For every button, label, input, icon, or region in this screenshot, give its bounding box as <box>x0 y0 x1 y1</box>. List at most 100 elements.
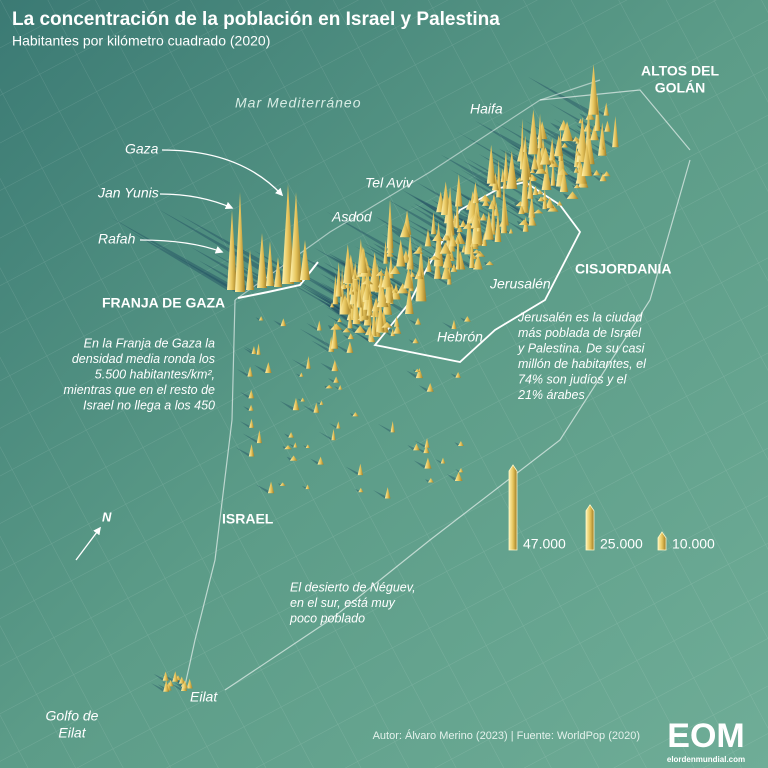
spike <box>531 153 539 170</box>
spike-shadow <box>373 263 394 274</box>
annotation: 5.500 habitantes/km², <box>95 367 215 381</box>
spike-shadow <box>508 144 548 165</box>
annotation: y Palestina. De su casi <box>517 341 646 355</box>
spike-shadow <box>450 373 461 378</box>
spike <box>469 238 475 269</box>
spike <box>351 285 359 292</box>
spike-shadow <box>433 246 475 269</box>
spike <box>346 341 354 353</box>
spike-shadow <box>423 235 456 252</box>
spike-shadow <box>342 334 354 340</box>
spike-shadow <box>377 423 395 433</box>
spike <box>473 253 483 270</box>
spike <box>528 109 539 155</box>
spike <box>265 362 272 374</box>
spike <box>502 150 509 181</box>
place-label: Hebrón <box>437 329 483 345</box>
spike <box>528 215 537 226</box>
spike <box>535 165 547 174</box>
spike <box>486 144 496 184</box>
spike <box>449 234 458 247</box>
spike <box>389 265 401 275</box>
spike <box>343 244 353 284</box>
spike <box>290 192 302 282</box>
density-spikes <box>162 64 619 692</box>
spike <box>393 316 400 327</box>
spike <box>590 125 599 141</box>
place-label: Eilat <box>58 725 86 741</box>
spike <box>247 366 253 377</box>
spike-shadow <box>593 123 611 132</box>
spike <box>480 213 487 221</box>
site: elordenmundial.com <box>667 755 745 764</box>
texts: La concentración de la población en Isra… <box>12 9 745 764</box>
spike <box>163 680 170 692</box>
spike <box>541 162 552 191</box>
spike <box>549 138 556 161</box>
legend-spike <box>508 464 518 551</box>
spike <box>391 288 398 293</box>
legend: 47.000 25.000 10.000 <box>508 464 715 552</box>
spike <box>354 325 366 333</box>
spike <box>375 270 386 276</box>
spike <box>474 250 486 257</box>
spike <box>313 402 320 413</box>
annotation: Jerusalén es la ciudad <box>517 310 643 324</box>
spike <box>458 468 464 473</box>
spike-shadow <box>325 306 361 325</box>
spike-shadow <box>562 193 579 199</box>
spike <box>186 678 193 689</box>
spike <box>556 200 563 206</box>
spike-shadow <box>308 290 364 322</box>
spike <box>341 282 347 290</box>
spike <box>454 471 463 481</box>
spike <box>559 169 569 192</box>
spike-shadow <box>162 681 174 687</box>
spike <box>385 285 393 303</box>
spike <box>592 169 601 176</box>
spike <box>500 181 507 234</box>
spike <box>456 223 461 270</box>
spike <box>347 310 353 329</box>
spike-shadow <box>283 433 294 438</box>
spike <box>292 397 300 411</box>
spike <box>445 186 455 236</box>
spike <box>248 389 255 399</box>
spike <box>417 263 423 276</box>
place-label: Eilat <box>190 689 218 705</box>
spike <box>561 142 569 148</box>
spike <box>178 676 185 684</box>
spike-shadow <box>288 443 298 448</box>
spike <box>246 250 254 290</box>
spike <box>423 445 430 454</box>
spike-shadow <box>408 260 432 272</box>
spike <box>386 239 394 253</box>
spike <box>529 168 536 174</box>
spike-shadow <box>297 282 339 305</box>
spike <box>368 252 381 292</box>
spike <box>578 118 583 124</box>
spike <box>181 680 188 689</box>
spike-shadow <box>576 125 593 132</box>
spike-shadow <box>312 261 357 284</box>
spike-shadow <box>311 340 335 352</box>
spike <box>424 457 432 469</box>
logo: EOM <box>667 717 744 755</box>
spike <box>416 246 423 251</box>
spike <box>282 184 294 284</box>
spike <box>403 267 414 289</box>
spike <box>368 333 376 343</box>
spike <box>335 262 342 297</box>
spike-shadow <box>297 398 306 402</box>
spike <box>352 412 359 417</box>
spike <box>479 194 492 202</box>
place-label: Jerusalén <box>489 276 551 292</box>
spike-shadow <box>178 683 187 687</box>
spike <box>557 168 569 175</box>
spike <box>561 121 574 142</box>
spike <box>482 198 490 206</box>
place-label: Haifa <box>470 101 503 117</box>
spike <box>383 240 388 264</box>
